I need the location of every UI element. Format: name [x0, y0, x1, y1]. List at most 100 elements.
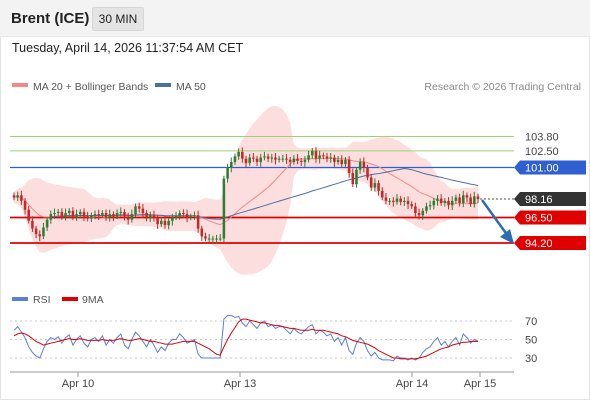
candle-body: [362, 161, 366, 168]
candle-body: [311, 150, 314, 156]
candle-body: [119, 211, 123, 214]
candle-body: [476, 196, 480, 200]
candle-body: [340, 159, 344, 165]
candle-body: [259, 157, 263, 162]
timeframe-button[interactable]: 30 MIN: [92, 7, 144, 31]
candle-body: [252, 157, 255, 159]
candle-body: [86, 216, 89, 219]
candle-body: [16, 195, 19, 198]
level-tag-101.00: [514, 160, 586, 175]
candle-body: [392, 200, 395, 202]
candle-body: [45, 219, 49, 228]
candle-body: [178, 213, 181, 217]
legend-rsi-swatch: [12, 297, 28, 301]
candle-body: [196, 215, 200, 229]
candle-body: [182, 213, 185, 215]
legend-rsi-label: RSI: [33, 294, 51, 306]
time-axis: Apr 10 Apr 13 Apr 14 Apr 15: [10, 371, 514, 390]
candle-body: [189, 216, 193, 218]
candle-body: [204, 236, 207, 239]
candle-body: [292, 158, 296, 162]
candle-body: [461, 195, 465, 204]
candle-body: [215, 238, 218, 240]
candle-body: [137, 206, 141, 209]
candle-body: [38, 234, 42, 237]
candle-body: [200, 228, 204, 237]
candle-body: [101, 213, 104, 216]
level-tag-96.50: [514, 210, 586, 225]
candle-body: [20, 195, 23, 201]
level-label-94.20: 94.20: [525, 238, 553, 250]
legend-9ma-swatch: [62, 297, 78, 301]
legend-ma50-label: MA 50: [176, 81, 206, 93]
instrument-title: Brent (ICE): [11, 10, 90, 27]
candle-body: [443, 200, 447, 204]
candle-body: [174, 216, 178, 218]
candle-body: [233, 156, 237, 162]
candle-body: [421, 210, 425, 216]
candle-body: [134, 206, 137, 215]
candle-body: [436, 198, 439, 201]
candle-body: [115, 213, 119, 217]
candle-body: [53, 213, 56, 215]
candle-body: [163, 220, 167, 226]
candle-body: [207, 238, 211, 240]
candle-body: [355, 169, 358, 185]
candle-body: [307, 155, 310, 160]
candle-body: [31, 220, 34, 229]
candle-body: [417, 213, 421, 216]
candle-body: [373, 183, 377, 188]
candle-body: [108, 214, 112, 218]
ma50-line: [50, 167, 479, 220]
candle-body: [439, 198, 443, 204]
candle-body: [49, 214, 53, 220]
legend-ma20-swatch: [12, 83, 28, 87]
candle-body: [93, 214, 97, 216]
candle-body: [296, 158, 299, 161]
candle-body: [465, 195, 469, 198]
candle-body: [148, 215, 152, 219]
candle-body: [333, 157, 336, 162]
candle-body: [274, 157, 277, 160]
candle-body: [454, 197, 458, 201]
candle-body: [428, 205, 432, 207]
candle-body: [473, 196, 476, 205]
rsi-panel: 70 50 30: [10, 314, 537, 365]
candle-body: [71, 210, 75, 218]
rsi-series-9ma: [13, 318, 478, 360]
candle-body: [447, 200, 450, 206]
rsi-tick-50: 50: [525, 335, 537, 347]
candle-body: [425, 206, 428, 211]
legend-ma50-swatch: [155, 83, 171, 87]
candle-body: [325, 156, 329, 159]
datetime-label: Tuesday, April 14, 2026 11:37:54 AM CET: [12, 41, 244, 55]
candle-body: [222, 178, 226, 239]
candle-body: [60, 211, 64, 217]
rsi-tick-30: 30: [525, 353, 537, 365]
candle-body: [211, 238, 215, 240]
level-tag-98.16: [514, 192, 586, 207]
candle-body: [185, 214, 189, 218]
candle-body: [160, 220, 163, 225]
candle-body: [329, 157, 332, 159]
candle-body: [344, 159, 347, 165]
candle-body: [318, 155, 321, 159]
candle-body: [126, 216, 130, 220]
forecast-arrow: [480, 199, 510, 237]
candle-body: [285, 158, 288, 160]
candle-body: [12, 195, 16, 198]
legend-ma20-label: MA 20 + Bollinger Bands: [33, 81, 148, 93]
candle-body: [248, 157, 251, 164]
candle-body: [75, 214, 78, 218]
candle-body: [244, 158, 248, 164]
candle-body: [90, 215, 93, 219]
candle-body: [469, 197, 472, 205]
candle-body: [167, 220, 170, 226]
price-panel: 103.80 102.50 101.00 98.16 96.50 94.20: [10, 105, 586, 275]
candle-body: [388, 200, 391, 202]
candle-body: [432, 200, 436, 206]
candle-body: [79, 211, 82, 215]
chart-header: Brent (ICE) 30 MIN: [0, 0, 590, 37]
candle-body: [403, 200, 406, 202]
